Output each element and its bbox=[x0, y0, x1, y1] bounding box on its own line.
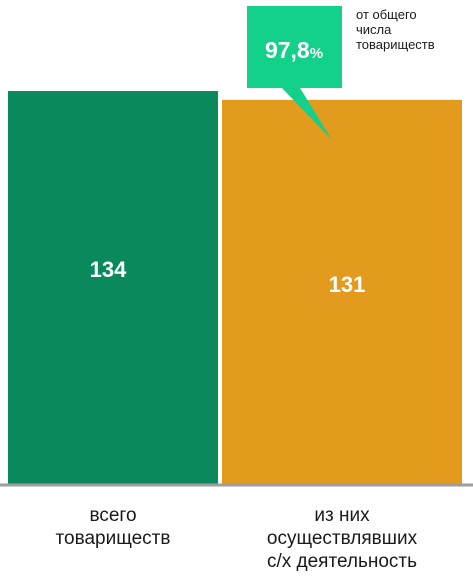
callout-note: от общего числа товариществ bbox=[356, 7, 435, 52]
callout: 97,8% bbox=[247, 6, 342, 140]
category-label-agricultural: из них осуществлявших с/х деятельность bbox=[266, 505, 418, 572]
callout-box bbox=[247, 6, 342, 140]
callout-value-unit: % bbox=[310, 45, 323, 62]
bar-1 bbox=[8, 91, 218, 485]
callout-value: 97,8% bbox=[265, 37, 323, 63]
bars-layer: 134 131 bbox=[8, 91, 462, 486]
bar-2 bbox=[222, 99, 462, 486]
bar-value-label-1: 134 bbox=[90, 257, 127, 282]
callout-value-number: 97,8 bbox=[265, 37, 310, 63]
category-label-total: всего товариществ bbox=[55, 505, 171, 549]
bar-value-label-2: 131 bbox=[329, 272, 366, 297]
